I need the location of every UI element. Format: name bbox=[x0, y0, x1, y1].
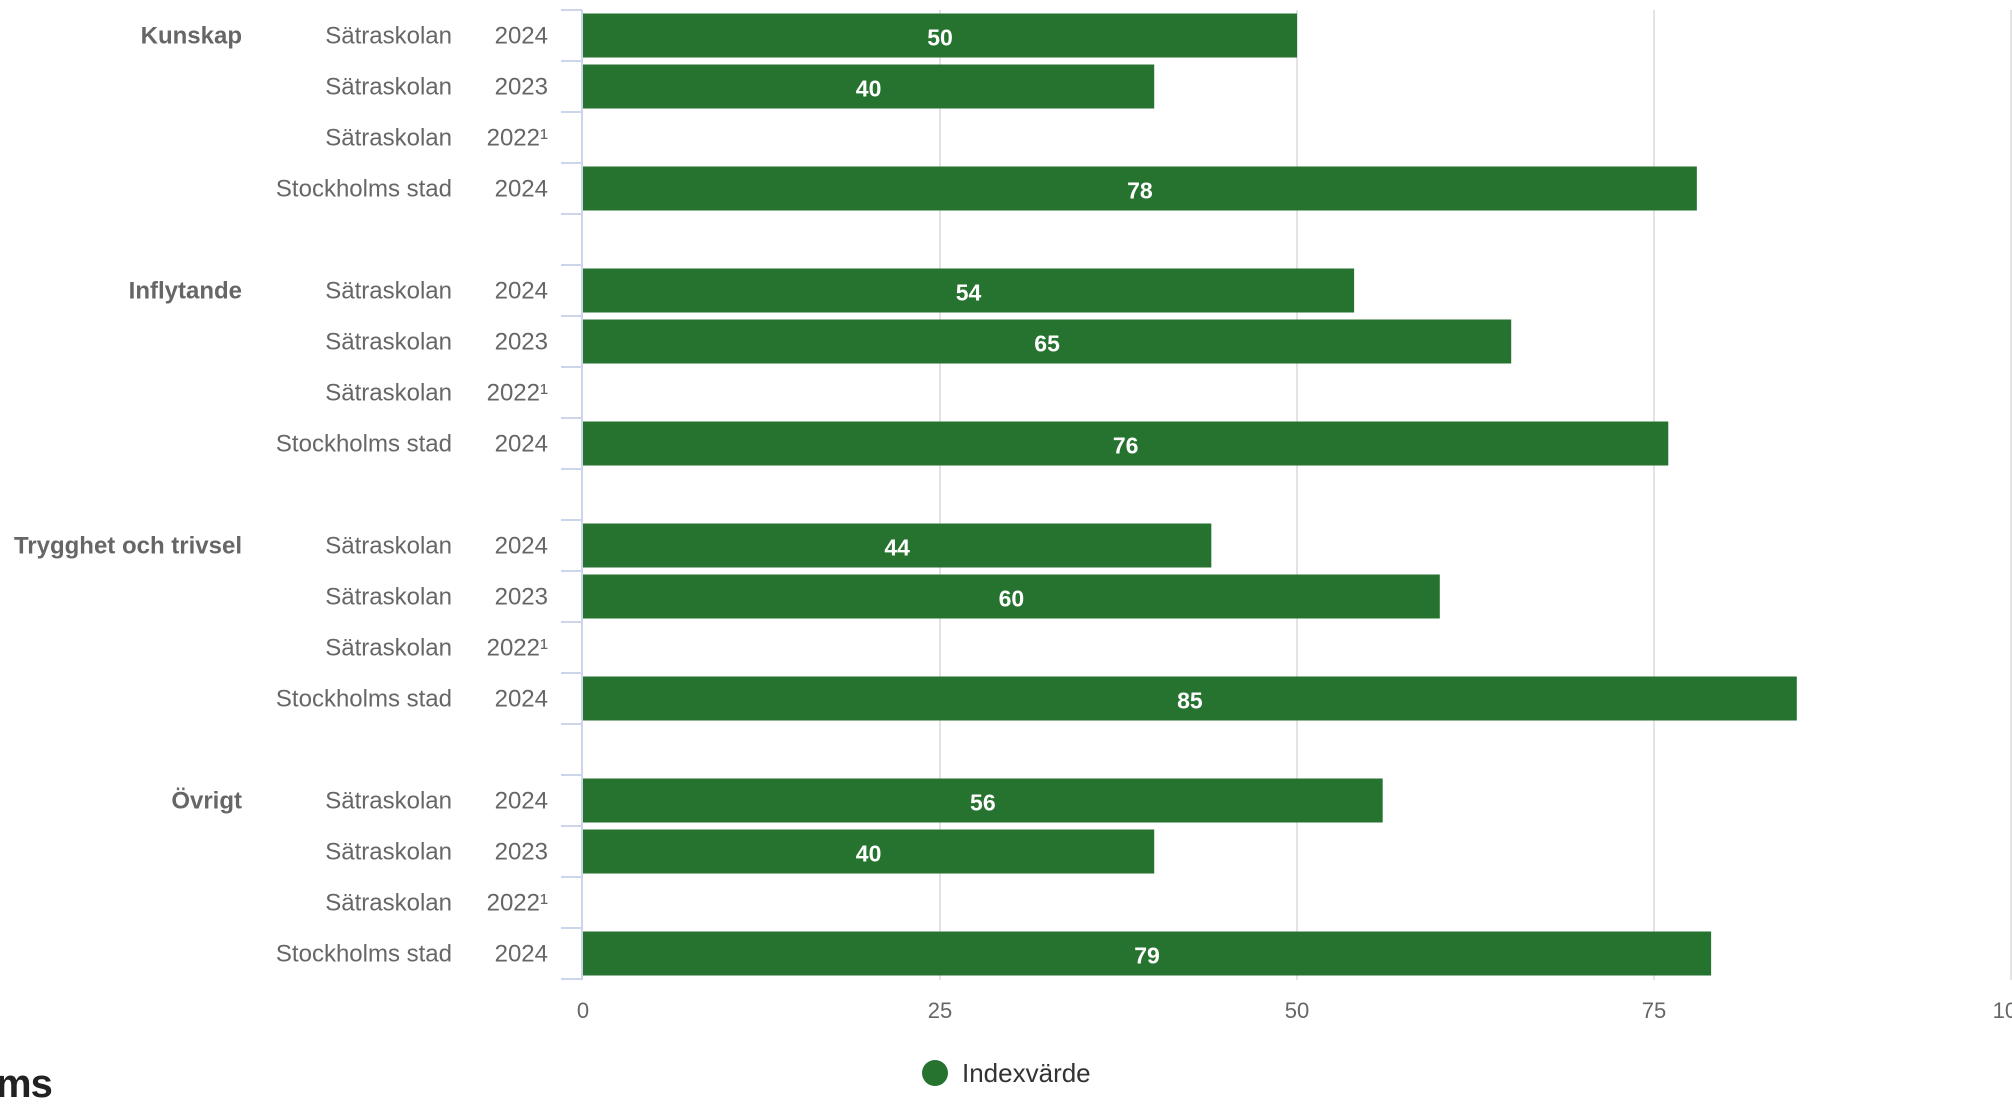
bar[interactable] bbox=[583, 421, 1669, 466]
category-label: Kunskap bbox=[141, 23, 242, 50]
row-label-year: 2024 bbox=[495, 431, 548, 458]
bar-value-label: 85 bbox=[1177, 688, 1203, 714]
row-label-year: 2024 bbox=[495, 176, 548, 203]
x-tick-label: 25 bbox=[928, 998, 952, 1023]
row-label-unit: Sätraskolan bbox=[325, 125, 452, 152]
row-label-year: 2022¹ bbox=[487, 890, 548, 917]
bar[interactable] bbox=[583, 166, 1697, 211]
bar-value-label: 76 bbox=[1113, 433, 1139, 459]
x-tick-label: 0 bbox=[577, 998, 589, 1023]
row-label-year: 2023 bbox=[495, 839, 548, 866]
row-label-unit: Sätraskolan bbox=[325, 839, 452, 866]
row-label-year: 2023 bbox=[495, 329, 548, 356]
bar-value-label: 60 bbox=[999, 586, 1025, 612]
legend-label: Indexvärde bbox=[962, 1058, 1091, 1088]
legend-symbol-icon bbox=[922, 1060, 948, 1086]
bar[interactable] bbox=[583, 64, 1155, 109]
row-label-unit: Sätraskolan bbox=[325, 533, 452, 560]
row-label-year: 2024 bbox=[495, 23, 548, 50]
row-label-year: 2024 bbox=[495, 278, 548, 305]
category-label: Trygghet och trivsel bbox=[14, 533, 242, 560]
row-label-year: 2022¹ bbox=[487, 380, 548, 407]
x-tick-label: 50 bbox=[1285, 998, 1309, 1023]
bar[interactable] bbox=[583, 523, 1212, 568]
category-label: Övrigt bbox=[171, 788, 242, 815]
bar-value-label: 79 bbox=[1134, 943, 1160, 969]
row-label-unit: Sätraskolan bbox=[325, 278, 452, 305]
bar[interactable] bbox=[583, 829, 1155, 874]
bar-value-label: 44 bbox=[884, 535, 910, 561]
row-label-unit: Sätraskolan bbox=[325, 23, 452, 50]
row-label-unit: Sätraskolan bbox=[325, 329, 452, 356]
row-label-unit: Stockholms stad bbox=[276, 686, 452, 713]
row-label-unit: Sätraskolan bbox=[325, 584, 452, 611]
bar[interactable] bbox=[583, 268, 1355, 313]
bar-value-label: 54 bbox=[956, 280, 982, 306]
row-label-year: 2023 bbox=[495, 584, 548, 611]
x-tick-label: 75 bbox=[1642, 998, 1666, 1023]
bar-value-label: 50 bbox=[927, 25, 953, 51]
bar[interactable] bbox=[583, 574, 1440, 619]
row-label-year: 2024 bbox=[495, 686, 548, 713]
bar-value-label: 65 bbox=[1034, 331, 1060, 357]
row-label-unit: Sätraskolan bbox=[325, 890, 452, 917]
row-label-unit: Sätraskolan bbox=[325, 380, 452, 407]
x-tick-label: 100 bbox=[1993, 998, 2012, 1023]
row-label-unit: Stockholms stad bbox=[276, 431, 452, 458]
bar[interactable] bbox=[583, 319, 1512, 364]
bar-value-label: 56 bbox=[970, 790, 996, 816]
category-label: Inflytande bbox=[129, 278, 242, 305]
row-label-year: 2024 bbox=[495, 788, 548, 815]
row-label-unit: Sätraskolan bbox=[325, 788, 452, 815]
bar[interactable] bbox=[583, 676, 1797, 721]
bar-value-label: 40 bbox=[856, 841, 882, 867]
row-label-unit: Stockholms stad bbox=[276, 176, 452, 203]
row-label-year: 2023 bbox=[495, 74, 548, 101]
row-label-year: 2024 bbox=[495, 533, 548, 560]
row-label-unit: Sätraskolan bbox=[325, 635, 452, 662]
bar[interactable] bbox=[583, 13, 1297, 58]
row-label-year: 2022¹ bbox=[487, 125, 548, 152]
bar[interactable] bbox=[583, 778, 1383, 823]
bar-value-label: 78 bbox=[1127, 178, 1153, 204]
row-label-unit: Sätraskolan bbox=[325, 74, 452, 101]
legend[interactable]: Indexvärde bbox=[922, 1058, 1091, 1088]
logo-fragment: ms bbox=[0, 1062, 53, 1106]
row-label-unit: Stockholms stad bbox=[276, 941, 452, 968]
row-label-year: 2024 bbox=[495, 941, 548, 968]
row-label-year: 2022¹ bbox=[487, 635, 548, 662]
bar-value-label: 40 bbox=[856, 76, 882, 102]
bar[interactable] bbox=[583, 931, 1712, 976]
